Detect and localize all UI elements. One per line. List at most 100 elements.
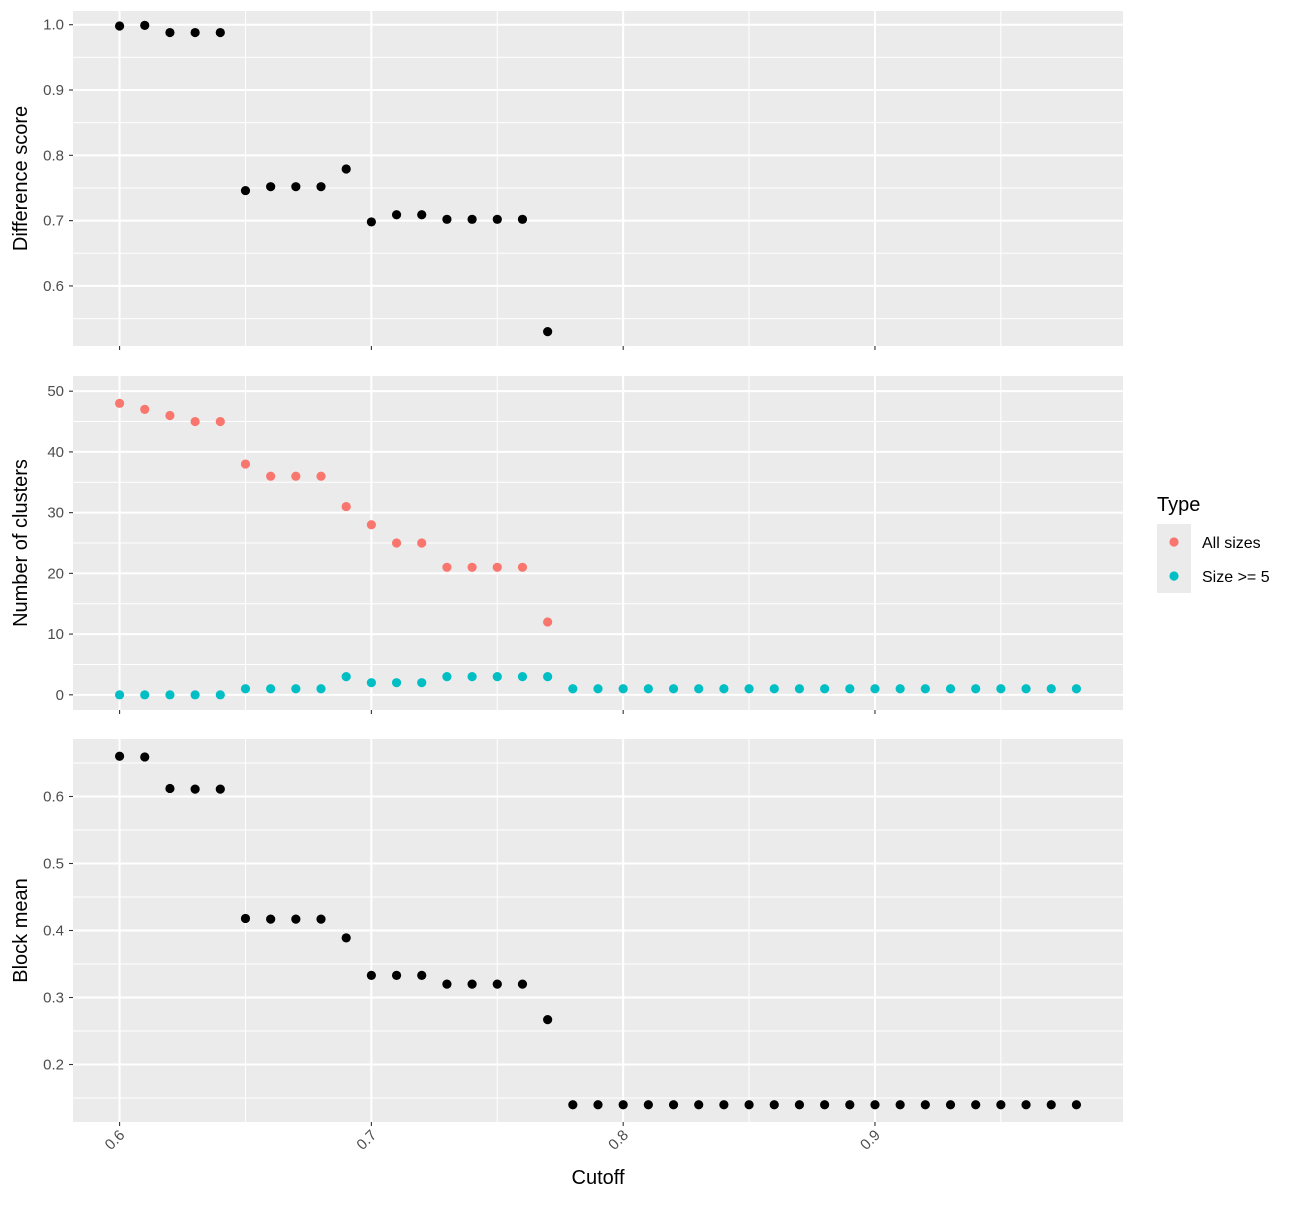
data-point	[668, 684, 679, 694]
data-point	[140, 404, 150, 414]
data-point	[593, 684, 603, 694]
y-axis-title: Block mean	[10, 878, 32, 983]
data-point	[920, 1100, 930, 1110]
data-point	[215, 27, 225, 38]
y-tick-label: 0.7	[43, 213, 64, 230]
data-point	[996, 1100, 1006, 1110]
data-point	[366, 520, 376, 530]
data-point	[165, 690, 175, 700]
data-point	[1046, 684, 1056, 694]
data-point	[492, 672, 502, 682]
data-point	[190, 27, 200, 38]
data-point	[341, 501, 351, 512]
data-point	[719, 684, 729, 694]
panel-bottom: 0.2 0.3 0.4 0.5 0.6 Block mean 0.6 0.7 0.8 0.9 Cut…	[10, 739, 1123, 1189]
data-point	[417, 678, 427, 688]
data-point	[971, 1100, 981, 1110]
data-point	[391, 678, 402, 688]
y-tick-label: 20	[47, 565, 64, 582]
data-point	[140, 690, 150, 700]
data-point	[442, 672, 452, 682]
data-point	[240, 185, 251, 196]
legend-key-dot	[1169, 537, 1179, 547]
data-point	[945, 1100, 956, 1110]
data-point	[895, 1100, 905, 1110]
data-point	[215, 416, 225, 427]
data-point	[517, 979, 528, 989]
data-point	[391, 538, 402, 548]
data-point	[794, 684, 805, 694]
data-point	[769, 684, 779, 694]
data-point	[316, 684, 326, 694]
data-point	[820, 684, 830, 694]
data-point	[492, 562, 502, 572]
data-point	[291, 182, 301, 192]
data-point	[240, 913, 251, 924]
data-point	[467, 979, 477, 989]
data-point	[870, 1100, 880, 1110]
data-point	[114, 398, 125, 408]
data-point	[366, 217, 376, 227]
data-point	[694, 1100, 704, 1110]
data-point	[820, 1100, 830, 1110]
data-point	[291, 471, 301, 481]
data-point	[366, 970, 376, 980]
y-tick-label: 0.2	[43, 1057, 64, 1074]
data-point	[240, 684, 251, 694]
data-point	[140, 752, 150, 762]
data-point	[442, 214, 452, 224]
data-point	[719, 1100, 729, 1110]
data-point	[996, 684, 1006, 694]
data-point	[240, 459, 251, 469]
data-point	[467, 214, 477, 224]
legend-item-label: All sizes	[1202, 535, 1261, 552]
data-point	[442, 979, 452, 989]
data-point	[920, 684, 930, 694]
series-size-5	[114, 672, 1082, 700]
data-point	[643, 684, 653, 694]
data-point	[417, 970, 427, 980]
legend-title: Type	[1157, 494, 1200, 516]
data-point	[417, 538, 427, 548]
data-point	[1046, 1100, 1056, 1110]
data-point	[341, 672, 351, 682]
y-axis-title: Difference score	[10, 106, 32, 251]
y-tick-label: 40	[47, 444, 64, 461]
y-tick-label: 0.6	[43, 278, 64, 295]
panel-background	[73, 11, 1123, 346]
data-point	[971, 684, 981, 694]
data-point	[165, 27, 175, 38]
series-points	[114, 20, 553, 337]
data-point	[870, 684, 880, 694]
y-tick-label: 1.0	[43, 17, 64, 34]
data-point	[945, 684, 956, 694]
y-tick-label: 50	[47, 383, 64, 400]
data-point	[1071, 1100, 1082, 1110]
data-point	[190, 784, 200, 794]
data-point	[845, 684, 855, 694]
data-point	[543, 617, 553, 627]
data-point	[517, 672, 528, 682]
data-point	[391, 210, 402, 220]
data-point	[618, 1100, 628, 1110]
legend-key-dot	[1169, 571, 1179, 581]
data-point	[668, 1100, 679, 1110]
data-point	[266, 684, 276, 694]
legend-key-background	[1157, 524, 1191, 593]
data-point	[417, 210, 427, 220]
data-point	[266, 471, 276, 481]
data-point	[744, 1100, 754, 1110]
data-point	[442, 562, 452, 572]
y-tick-label: 0.6	[43, 788, 64, 805]
x-tick-label: 0.7	[353, 1127, 380, 1154]
data-point	[266, 914, 276, 924]
data-point	[543, 1015, 553, 1025]
data-point	[215, 690, 225, 700]
data-point	[165, 410, 175, 421]
data-point	[467, 562, 477, 572]
data-point	[593, 1100, 603, 1110]
data-point	[140, 20, 150, 30]
y-tick-label: 0	[56, 687, 64, 704]
y-axis-title: Number of clusters	[10, 459, 32, 627]
